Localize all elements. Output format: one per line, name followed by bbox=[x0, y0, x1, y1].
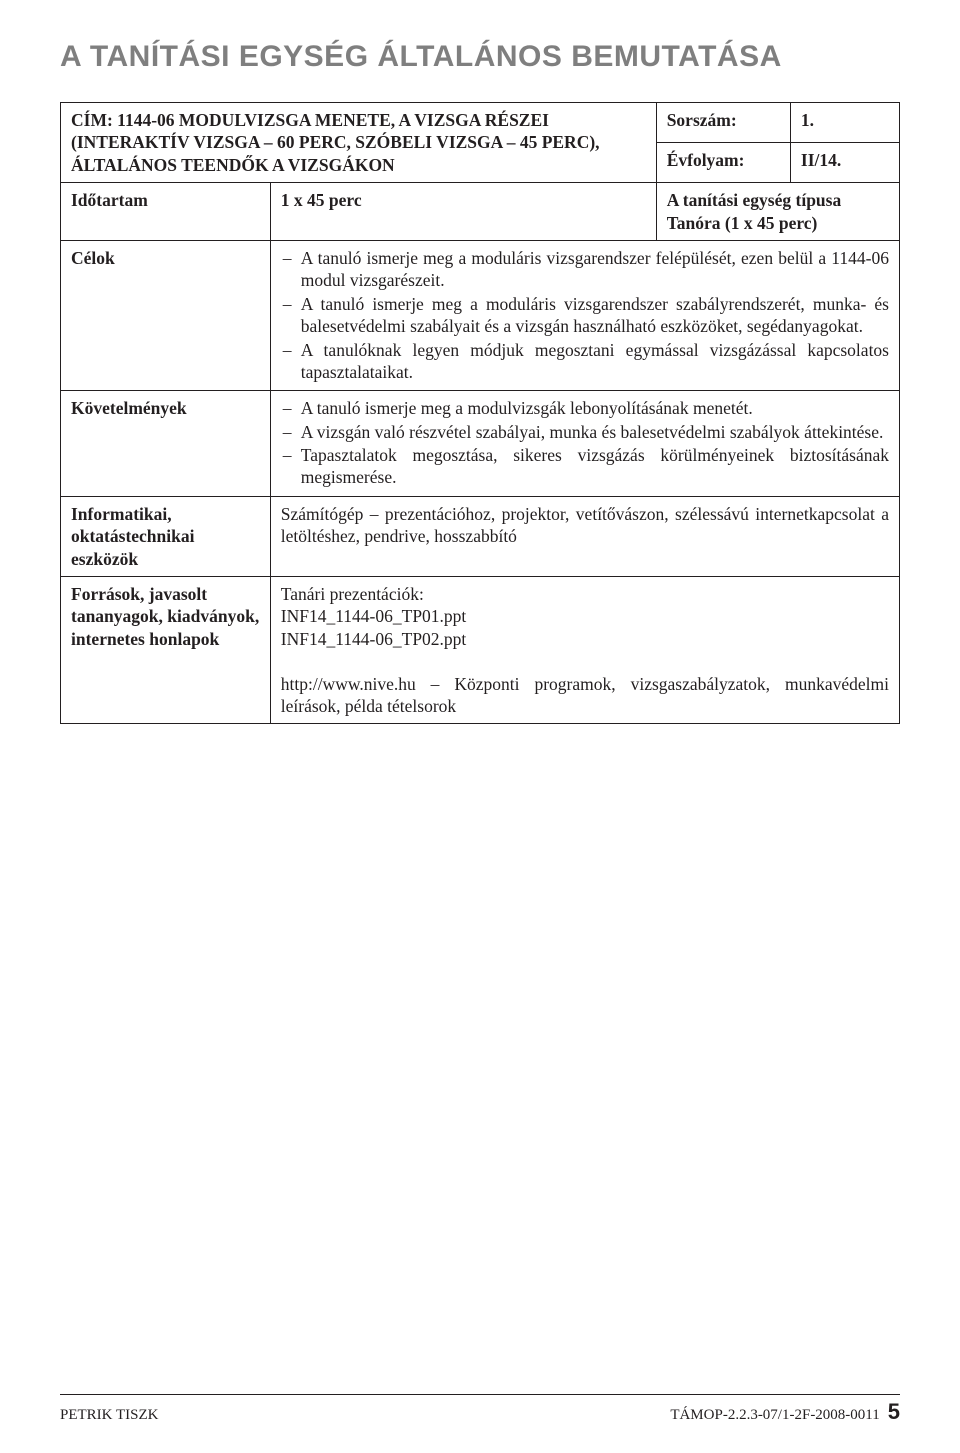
forrasok-line4: http://www.nive.hu – Központi programok,… bbox=[281, 674, 889, 716]
footer-right: TÁMOP-2.2.3-07/1-2F-2008-0011 bbox=[670, 1407, 879, 1424]
document-page: A tanítási egység általános bemutatása C… bbox=[0, 0, 960, 1453]
page-title: A tanítási egység általános bemutatása bbox=[60, 40, 900, 74]
page-footer: PETRIK TISZK TÁMOP-2.2.3-07/1-2F-2008-00… bbox=[60, 1394, 900, 1425]
kovetelmenyek-cell: A tanuló ismerje meg a modulvizsgák lebo… bbox=[270, 391, 899, 497]
forrasok-line1: Tanári prezentációk: bbox=[281, 584, 424, 604]
idotartam-label: Időtartam bbox=[61, 183, 271, 241]
cim-cell: CÍM: 1144-06 MODULVIZSGA MENETE, A VIZSG… bbox=[61, 103, 657, 183]
list-item: A tanuló ismerje meg a modulvizsgák lebo… bbox=[301, 397, 889, 419]
evfolyam-label: Évfolyam: bbox=[656, 143, 790, 183]
forrasok-label: Források, javasolt tananyagok, kiadványo… bbox=[61, 577, 271, 724]
idotartam-value: 1 x 45 perc bbox=[270, 183, 656, 241]
forrasok-line3: INF14_1144-06_TP02.ppt bbox=[281, 629, 467, 649]
cim-text: 1144-06 MODULVIZSGA MENETE, A VIZSGA RÉS… bbox=[71, 110, 600, 175]
list-item: A vizsgán való részvétel szabályai, munk… bbox=[301, 421, 889, 443]
tipus-label: A tanítási egység típusa bbox=[667, 190, 842, 210]
page-number: 5 bbox=[888, 1399, 900, 1425]
cim-label: CÍM: bbox=[71, 110, 113, 130]
list-item: A tanuló ismerje meg a moduláris vizsgar… bbox=[301, 247, 889, 292]
celok-cell: A tanuló ismerje meg a moduláris vizsgar… bbox=[270, 240, 899, 390]
footer-left: PETRIK TISZK bbox=[60, 1407, 158, 1424]
sorszam-label: Sorszám: bbox=[656, 103, 790, 143]
celok-label: Célok bbox=[61, 240, 271, 390]
footer-right-group: TÁMOP-2.2.3-07/1-2F-2008-0011 5 bbox=[670, 1399, 900, 1425]
informatikai-text: Számítógép – prezentációhoz, projektor, … bbox=[270, 496, 899, 576]
tipus-value: Tanóra (1 x 45 perc) bbox=[667, 213, 818, 233]
list-item: Tapasztalatok megosztása, sikeres vizsgá… bbox=[301, 444, 889, 489]
forrasok-cell: Tanári prezentációk: INF14_1144-06_TP01.… bbox=[270, 577, 899, 724]
info-table: CÍM: 1144-06 MODULVIZSGA MENETE, A VIZSG… bbox=[60, 102, 900, 724]
list-item: A tanulóknak legyen módjuk megosztani eg… bbox=[301, 339, 889, 384]
kovetelmenyek-label: Követelmények bbox=[61, 391, 271, 497]
list-item: A tanuló ismerje meg a moduláris vizsgar… bbox=[301, 293, 889, 338]
forrasok-line2: INF14_1144-06_TP01.ppt bbox=[281, 606, 467, 626]
tipus-cell: A tanítási egység típusa Tanóra (1 x 45 … bbox=[656, 183, 899, 241]
informatikai-label: Informatikai, oktatástechnikai eszközök bbox=[61, 496, 271, 576]
evfolyam-value: II/14. bbox=[790, 143, 899, 183]
sorszam-value: 1. bbox=[790, 103, 899, 143]
